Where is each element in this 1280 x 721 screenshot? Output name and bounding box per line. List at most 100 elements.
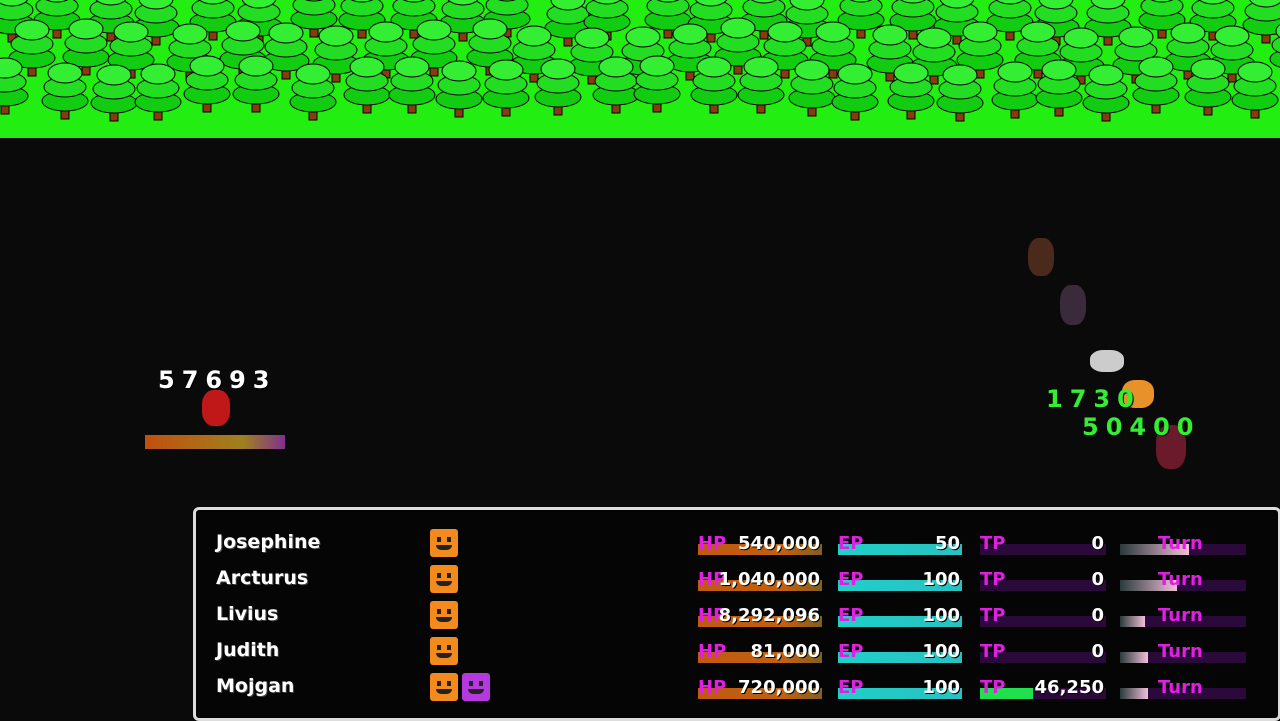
tree xyxy=(567,18,617,92)
turn-label: Turn xyxy=(1158,533,1203,554)
hp-value: 81,000 xyxy=(750,641,820,662)
enemy-sprite xyxy=(202,390,230,426)
hp-gauge: HP 720,000 xyxy=(698,677,822,699)
tree xyxy=(288,54,338,128)
ally-sprite-judith xyxy=(1122,380,1154,408)
ally-damage-number: 50400 xyxy=(1082,413,1201,441)
hp-label: HP xyxy=(698,569,727,590)
hp-label: HP xyxy=(698,641,727,662)
tp-value: 0 xyxy=(1091,605,1104,626)
tree xyxy=(736,47,786,121)
status-face-icon xyxy=(430,601,458,629)
tp-gauge: TP 46,250 xyxy=(980,677,1106,699)
tree xyxy=(409,10,459,84)
tp-gauge: TP 0 xyxy=(980,569,1106,591)
tree xyxy=(543,0,593,54)
enemy-damage-number: 57693 xyxy=(158,366,277,394)
ep-label: EP xyxy=(838,605,864,626)
party-row: Judith HP 81,000 EP 100 TP 0 Turn xyxy=(196,633,1278,669)
tree xyxy=(231,46,281,120)
hp-value: 1,040,000 xyxy=(718,569,820,590)
tp-gauge: TP 0 xyxy=(980,533,1106,555)
tree xyxy=(888,0,938,47)
turn-gauge: Turn xyxy=(1120,533,1246,555)
ep-gauge: EP 100 xyxy=(838,677,962,699)
party-status-window: Josephine HP 540,000 EP 50 TP 0 Turn Arcturus HP 1… xyxy=(193,507,1280,721)
tree xyxy=(40,53,90,127)
tree xyxy=(342,47,392,121)
tree xyxy=(133,54,183,128)
tree xyxy=(61,9,111,83)
tree xyxy=(1268,11,1280,85)
status-face-icon xyxy=(430,565,458,593)
tree xyxy=(261,13,311,87)
tp-label: TP xyxy=(980,569,1006,590)
hp-gauge: HP 81,000 xyxy=(698,641,822,663)
tp-label: TP xyxy=(980,533,1006,554)
tree xyxy=(643,0,693,46)
ep-value: 100 xyxy=(922,677,960,698)
turn-label: Turn xyxy=(1158,641,1203,662)
tp-gauge: TP 0 xyxy=(980,605,1106,627)
tree xyxy=(955,12,1005,86)
hp-gauge: HP 1,040,000 xyxy=(698,569,822,591)
ep-gauge: EP 50 xyxy=(838,533,962,555)
tree xyxy=(1230,52,1280,126)
ep-value: 50 xyxy=(934,533,960,554)
tp-value: 0 xyxy=(1091,533,1104,554)
member-name: Josephine xyxy=(216,531,321,553)
turn-gauge: Turn xyxy=(1120,605,1246,627)
ep-value: 100 xyxy=(922,605,960,626)
tp-value: 46,250 xyxy=(1034,677,1104,698)
status-face-icon xyxy=(430,673,458,701)
tree xyxy=(1207,16,1257,90)
tree xyxy=(985,0,1035,48)
status-face-icon xyxy=(430,637,458,665)
tree xyxy=(481,50,531,124)
ep-label: EP xyxy=(838,641,864,662)
party-row: Arcturus HP 1,040,000 EP 100 TP 0 Turn xyxy=(196,561,1278,597)
tp-label: TP xyxy=(980,677,1006,698)
tree xyxy=(689,47,739,121)
tp-label: TP xyxy=(980,605,1006,626)
party-row: Mojgan HP 720,000 EP 100 TP 46,250 Turn xyxy=(196,669,1278,705)
tree xyxy=(760,12,810,86)
forest-backdrop xyxy=(0,0,1280,138)
tree xyxy=(591,47,641,121)
ally-sprite-mojgan xyxy=(1156,425,1186,469)
tree xyxy=(89,55,139,129)
tp-value: 0 xyxy=(1091,641,1104,662)
tp-value: 0 xyxy=(1091,569,1104,590)
tree xyxy=(1241,0,1280,51)
tree xyxy=(935,55,985,129)
hp-label: HP xyxy=(698,677,727,698)
ally-sprite-cat xyxy=(1090,350,1124,372)
hp-label: HP xyxy=(698,533,727,554)
tree xyxy=(0,48,30,122)
tree xyxy=(836,0,886,46)
tree xyxy=(533,49,583,123)
tree xyxy=(1183,49,1233,123)
tree xyxy=(1083,0,1133,53)
party-row: Josephine HP 540,000 EP 50 TP 0 Turn xyxy=(196,525,1278,561)
member-name: Judith xyxy=(216,639,280,661)
ally-sprite-arcturus xyxy=(1060,285,1086,325)
turn-gauge: Turn xyxy=(1120,569,1246,591)
tp-gauge: TP 0 xyxy=(980,641,1106,663)
tree xyxy=(932,0,982,52)
turn-gauge: Turn xyxy=(1120,641,1246,663)
status-face-icon xyxy=(430,529,458,557)
ep-gauge: EP 100 xyxy=(838,605,962,627)
tree xyxy=(1034,50,1084,124)
ally-damage-number: 1730 xyxy=(1046,385,1141,413)
ep-value: 100 xyxy=(922,641,960,662)
tree xyxy=(182,46,232,120)
tree xyxy=(289,0,339,45)
status-face-icon xyxy=(462,673,490,701)
turn-gauge: Turn xyxy=(1120,677,1246,699)
tree xyxy=(1081,55,1131,129)
tree xyxy=(830,54,880,128)
turn-label: Turn xyxy=(1158,677,1203,698)
ally-sprite-josephine xyxy=(1028,238,1054,276)
tree xyxy=(434,51,484,125)
